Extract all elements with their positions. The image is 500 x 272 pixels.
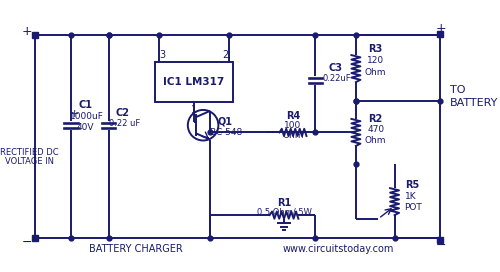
Text: Q1: Q1 xyxy=(217,117,232,127)
Text: POT: POT xyxy=(404,203,421,212)
Text: 40V: 40V xyxy=(76,122,94,131)
Text: 1000uF: 1000uF xyxy=(70,112,104,121)
Text: +: + xyxy=(436,22,446,35)
Text: 470: 470 xyxy=(367,125,384,134)
Text: 1: 1 xyxy=(191,105,197,115)
Text: R1: R1 xyxy=(277,197,291,208)
Text: RECTIFIED DC: RECTIFIED DC xyxy=(0,148,59,157)
Text: BATTERY CHARGER: BATTERY CHARGER xyxy=(89,244,182,254)
Text: R4: R4 xyxy=(286,111,300,121)
Text: VOLTAGE IN: VOLTAGE IN xyxy=(5,157,54,166)
Text: 0.5 Ohm/ 5W: 0.5 Ohm/ 5W xyxy=(256,207,312,216)
Text: www.circuitstoday.com: www.circuitstoday.com xyxy=(282,244,394,254)
Text: −: − xyxy=(22,236,32,249)
Text: Ohm: Ohm xyxy=(282,131,304,141)
Text: 2: 2 xyxy=(222,50,228,60)
Text: TO: TO xyxy=(450,85,466,95)
Text: BC 548: BC 548 xyxy=(210,128,242,137)
Text: 0.22 uF: 0.22 uF xyxy=(110,119,140,128)
Text: +: + xyxy=(22,25,32,38)
Bar xyxy=(156,62,233,102)
Text: C1: C1 xyxy=(78,100,92,110)
Text: R2: R2 xyxy=(368,114,383,124)
Text: 3: 3 xyxy=(160,50,166,60)
Text: −: − xyxy=(436,239,446,252)
Text: 1K: 1K xyxy=(405,192,416,201)
Text: Ohm: Ohm xyxy=(365,136,386,145)
Text: 120: 120 xyxy=(367,56,384,65)
Text: Ohm: Ohm xyxy=(365,68,386,77)
Text: IC1 LM317: IC1 LM317 xyxy=(164,77,224,87)
Text: +: + xyxy=(70,109,79,119)
Text: C3: C3 xyxy=(328,63,342,73)
Text: C2: C2 xyxy=(115,108,129,118)
Text: 100: 100 xyxy=(284,121,302,130)
Text: BATTERY: BATTERY xyxy=(450,98,498,108)
Text: R3: R3 xyxy=(368,44,383,54)
Text: R5: R5 xyxy=(406,180,419,190)
Text: 0.22uF: 0.22uF xyxy=(322,74,352,83)
